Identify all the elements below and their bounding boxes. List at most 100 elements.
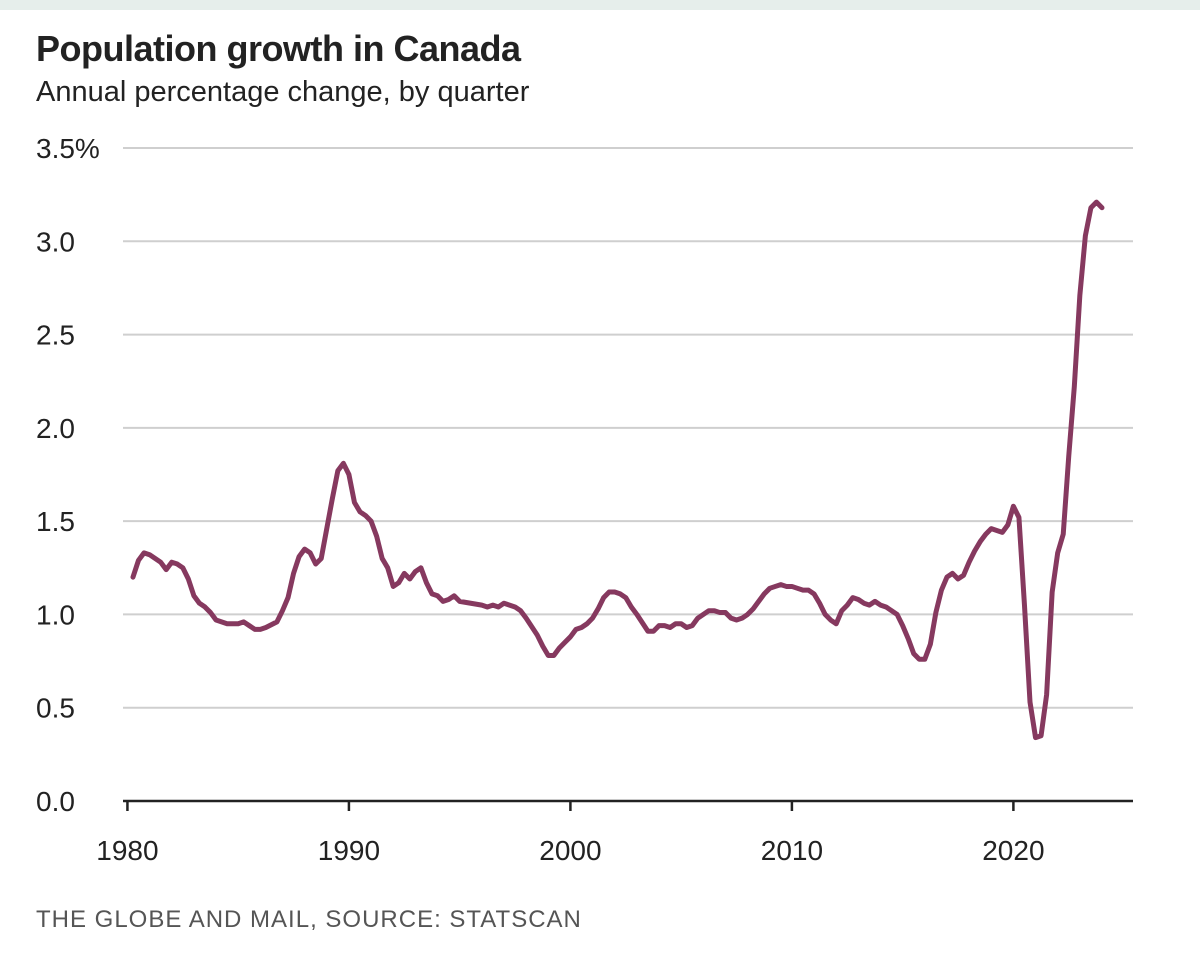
data-point <box>985 533 987 535</box>
data-point <box>558 647 560 649</box>
data-point <box>636 613 638 616</box>
data-point <box>675 623 677 625</box>
data-point <box>1034 736 1037 739</box>
data-point <box>669 626 671 629</box>
y-tick-label: 0.0 <box>36 786 75 817</box>
data-point <box>364 514 367 517</box>
data-point <box>785 585 787 588</box>
data-point <box>846 604 848 606</box>
series-group <box>130 199 1105 741</box>
data-point <box>890 610 893 612</box>
data-point <box>1068 455 1070 457</box>
data-point <box>924 658 926 660</box>
data-point <box>304 548 306 550</box>
data-point <box>824 613 826 616</box>
data-point <box>171 561 173 563</box>
data-point <box>497 606 500 608</box>
data-point <box>630 606 632 608</box>
y-axis-tick-labels: 0.0 0.5 1.0 1.5 2.0 2.5 3.0 3.5% <box>36 133 100 817</box>
data-point <box>569 636 572 638</box>
data-point <box>132 576 134 578</box>
data-point <box>663 625 666 627</box>
data-point <box>403 572 405 574</box>
data-point <box>708 610 710 612</box>
data-point <box>187 578 189 580</box>
data-point <box>1090 207 1092 209</box>
data-point <box>398 582 400 584</box>
data-point <box>591 617 594 619</box>
data-point <box>603 597 605 599</box>
data-point <box>1084 235 1086 237</box>
data-point <box>658 625 660 627</box>
series-layer <box>130 199 1105 741</box>
y-tick-label: 2.5 <box>36 320 75 351</box>
data-point <box>702 613 704 616</box>
data-point <box>1079 294 1081 296</box>
x-axis <box>123 799 1133 811</box>
data-point <box>863 602 865 604</box>
data-point <box>818 602 821 604</box>
data-point <box>913 653 915 655</box>
data-point <box>990 528 992 530</box>
data-point <box>320 557 322 560</box>
data-point <box>868 604 871 606</box>
data-point <box>940 589 943 591</box>
data-point <box>564 641 566 644</box>
data-point <box>979 541 981 543</box>
data-point <box>619 593 621 595</box>
data-point <box>813 593 815 595</box>
data-point <box>287 597 289 599</box>
data-point <box>852 597 854 599</box>
data-point <box>597 608 599 610</box>
data-point <box>1023 604 1026 606</box>
data-point <box>243 621 245 623</box>
data-point <box>1018 516 1020 519</box>
data-point <box>896 613 898 616</box>
data-point <box>835 623 837 625</box>
data-point <box>769 587 771 589</box>
data-point <box>586 623 588 625</box>
y-tick-label: 0.5 <box>36 693 75 724</box>
data-point <box>802 589 804 591</box>
data-point <box>459 600 461 602</box>
data-point <box>281 610 284 612</box>
data-point <box>486 606 488 608</box>
data-point <box>680 623 682 625</box>
data-point <box>503 602 505 604</box>
data-point <box>309 552 311 554</box>
data-point <box>420 567 422 569</box>
y-tick-label: 2.0 <box>36 413 75 444</box>
data-point <box>453 595 455 597</box>
data-point <box>747 613 749 616</box>
data-point <box>342 462 344 464</box>
data-point <box>652 630 655 632</box>
data-point <box>326 528 328 530</box>
data-point <box>337 470 339 472</box>
data-point <box>857 598 859 601</box>
x-tick-label: 1990 <box>318 835 380 866</box>
data-point <box>198 602 201 604</box>
data-point <box>525 617 527 619</box>
data-point <box>647 630 649 632</box>
data-point <box>885 606 887 608</box>
y-tick-label: 3.0 <box>36 226 75 257</box>
data-point <box>1012 505 1014 507</box>
data-point <box>918 658 920 660</box>
data-point <box>951 572 954 574</box>
data-point <box>907 638 909 640</box>
data-point <box>1057 552 1059 554</box>
data-point <box>204 606 206 608</box>
data-point <box>370 520 372 522</box>
chart-title: Population growth in Canada <box>36 28 521 69</box>
data-point <box>315 563 317 565</box>
series-line <box>130 199 1105 741</box>
data-point <box>553 654 555 657</box>
data-point <box>1101 207 1103 209</box>
data-point <box>686 626 688 629</box>
data-point <box>807 589 810 591</box>
data-point <box>265 626 267 629</box>
data-point <box>182 567 184 569</box>
data-point <box>409 578 411 580</box>
data-point <box>946 576 948 578</box>
data-point <box>713 610 715 612</box>
